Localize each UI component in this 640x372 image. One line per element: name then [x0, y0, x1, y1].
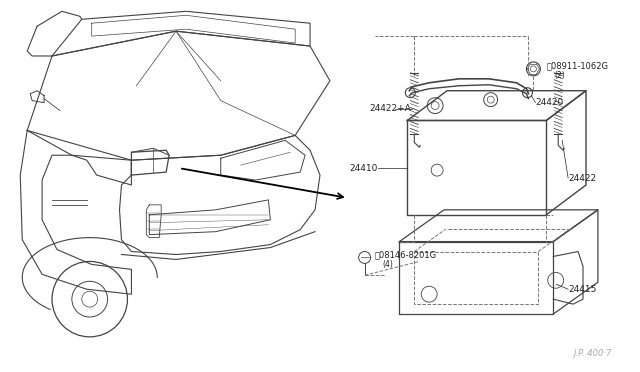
Text: 24415: 24415 — [568, 285, 596, 294]
Text: (2): (2) — [554, 71, 565, 80]
Text: 24420: 24420 — [536, 98, 564, 107]
Text: ⒴08146-8201G: ⒴08146-8201G — [374, 250, 436, 259]
Text: (4): (4) — [383, 260, 394, 269]
Text: 24422+A: 24422+A — [370, 104, 412, 113]
Text: J.P. 400·7: J.P. 400·7 — [573, 349, 611, 358]
Text: ⓝ08911-1062G: ⓝ08911-1062G — [547, 61, 608, 70]
Text: 24410: 24410 — [349, 164, 378, 173]
Text: 24422: 24422 — [568, 174, 596, 183]
